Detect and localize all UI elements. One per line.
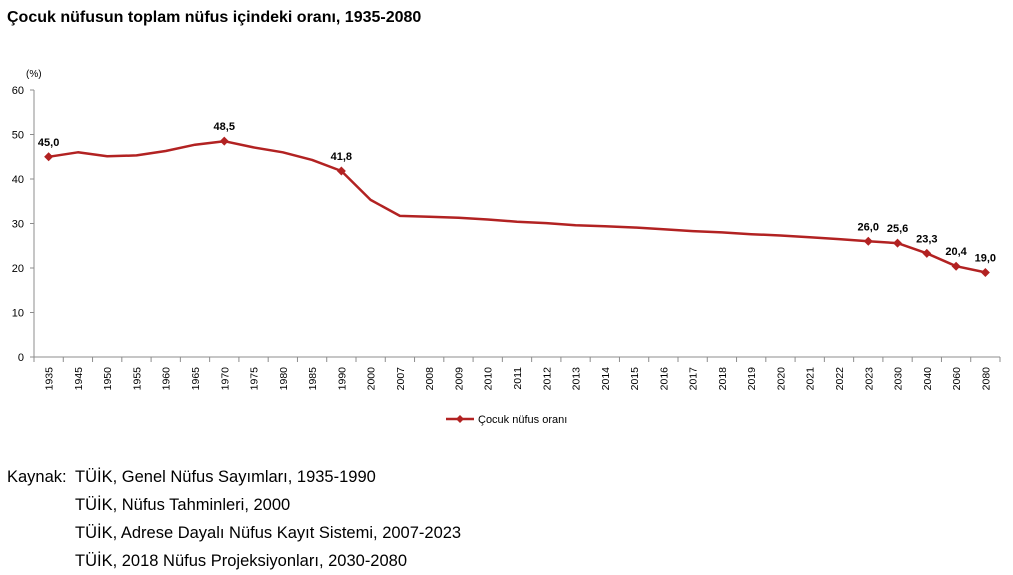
- y-tick-label: 50: [12, 130, 24, 142]
- x-tick-label: 2019: [746, 367, 758, 391]
- x-tick-label: 1955: [131, 367, 143, 391]
- source-line: TÜİK, Nüfus Tahminleri, 2000: [75, 496, 291, 514]
- x-tick-label: 1970: [219, 367, 231, 391]
- data-label: 45,0: [38, 137, 59, 149]
- x-tick-label: 1975: [249, 367, 261, 391]
- source-line: TÜİK, Adrese Dayalı Nüfus Kayıt Sistemi,…: [75, 524, 462, 542]
- x-tick-label: 2040: [922, 367, 934, 391]
- data-label: 23,3: [916, 233, 937, 245]
- source-row: Kaynak: TÜİK, Genel Nüfus Sayımları, 1935…: [7, 463, 461, 491]
- data-label: 19,0: [975, 252, 996, 264]
- y-tick-label: 20: [12, 263, 24, 275]
- data-label: 20,4: [945, 246, 967, 258]
- x-tick-label: 2018: [717, 367, 729, 391]
- x-tick-label: 1935: [44, 367, 56, 391]
- x-tick-label: 2013: [571, 367, 583, 391]
- y-tick-label: 30: [12, 219, 24, 231]
- x-tick-label: 2023: [863, 367, 875, 391]
- x-tick-label: 2020: [775, 367, 787, 391]
- series-line: [48, 139, 986, 274]
- data-point-marker: [44, 152, 54, 162]
- source-line: TÜİK, Genel Nüfus Sayımları, 1935-1990: [75, 468, 376, 486]
- x-tick-label: 2009: [453, 367, 465, 391]
- x-tick-label: 2011: [512, 367, 524, 390]
- sources-prefix: Kaynak:: [7, 468, 67, 486]
- data-point-marker: [863, 236, 873, 246]
- x-tick-label: 1985: [307, 367, 319, 391]
- data-label: 26,0: [858, 221, 879, 233]
- x-tick-label: 2021: [805, 367, 817, 391]
- data-point-marker: [980, 267, 990, 277]
- data-label: 25,6: [887, 223, 908, 235]
- x-tick-label: 2016: [658, 367, 670, 391]
- y-tick-label: 40: [12, 174, 24, 186]
- x-tick-label: 1950: [102, 367, 114, 391]
- legend-marker: [456, 415, 464, 423]
- y-tick-label: 10: [12, 308, 24, 320]
- x-tick-label: 2014: [600, 367, 612, 391]
- source-row: TÜİK, Adrese Dayalı Nüfus Kayıt Sistemi,…: [7, 519, 461, 547]
- data-point-marker: [336, 166, 346, 176]
- data-point-marker: [893, 238, 903, 248]
- x-tick-label: 2017: [688, 367, 700, 391]
- legend-label: Çocuk nüfus oranı: [478, 414, 567, 426]
- source-row: TÜİK, Nüfus Tahminleri, 2000: [7, 491, 461, 519]
- x-tick-label: 2015: [629, 367, 641, 391]
- y-axis-label: (%): [26, 69, 42, 80]
- x-tick-label: 1980: [278, 367, 290, 391]
- y-tick-label: 60: [12, 85, 24, 97]
- x-tick-label: 2030: [893, 367, 905, 391]
- x-tick-label: 1945: [73, 367, 85, 391]
- x-tick-label: 2000: [366, 367, 378, 391]
- data-point-marker: [219, 136, 229, 146]
- data-label: 48,5: [214, 121, 235, 133]
- x-tick-label: 1990: [336, 367, 348, 391]
- x-tick-label: 2012: [541, 367, 553, 391]
- chart-title: Çocuk nüfusun toplam nüfus içindeki oran…: [7, 9, 422, 26]
- x-tick-label: 2010: [483, 367, 495, 391]
- source-row: TÜİK, 2018 Nüfus Projeksiyonları, 2030-2…: [7, 547, 461, 575]
- data-label: 41,8: [331, 151, 352, 163]
- sources-block: Kaynak: TÜİK, Genel Nüfus Sayımları, 1935…: [7, 463, 461, 575]
- data-point-marker: [922, 248, 932, 258]
- x-tick-label: 2022: [834, 367, 846, 391]
- x-tick-label: 2060: [951, 367, 963, 391]
- x-tick-label: 1960: [161, 367, 173, 391]
- y-tick-label: 0: [18, 352, 24, 364]
- source-line: TÜİK, 2018 Nüfus Projeksiyonları, 2030-2…: [75, 552, 408, 570]
- x-tick-label: 2080: [980, 367, 992, 391]
- x-tick-label: 1965: [190, 367, 202, 391]
- data-point-marker: [951, 261, 961, 271]
- x-tick-label: 2007: [395, 367, 407, 391]
- x-tick-label: 2008: [424, 367, 436, 391]
